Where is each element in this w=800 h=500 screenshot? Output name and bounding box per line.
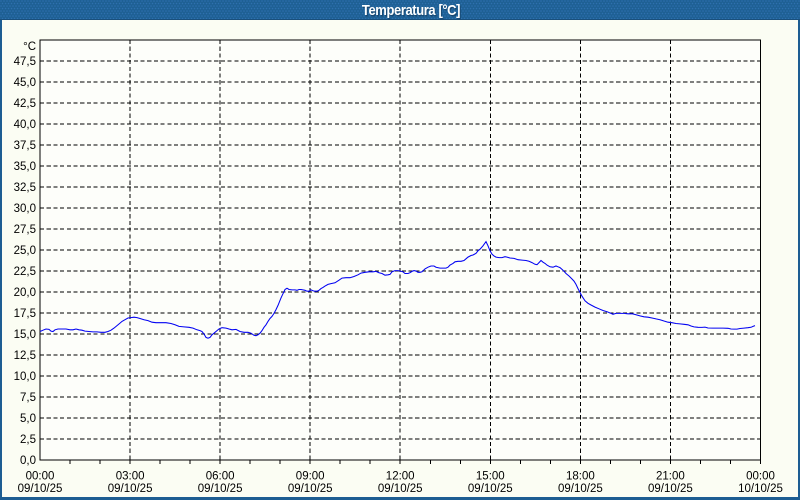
svg-text:°C: °C	[23, 41, 36, 53]
svg-text:17,5: 17,5	[14, 308, 36, 320]
svg-text:09/10/25: 09/10/25	[558, 483, 603, 495]
svg-text:7,5: 7,5	[20, 392, 36, 404]
svg-text:Temperatura [°C]: Temperatura [°C]	[362, 1, 460, 18]
svg-text:37,5: 37,5	[14, 140, 36, 152]
svg-text:10/10/25: 10/10/25	[738, 483, 783, 495]
svg-text:30,0: 30,0	[14, 203, 36, 215]
svg-text:32,5: 32,5	[14, 182, 36, 194]
svg-text:35,0: 35,0	[14, 161, 36, 173]
svg-text:09/10/25: 09/10/25	[288, 483, 333, 495]
svg-text:15,0: 15,0	[14, 329, 36, 341]
svg-text:09/10/25: 09/10/25	[108, 483, 153, 495]
svg-text:42,5: 42,5	[14, 98, 36, 110]
svg-text:45,0: 45,0	[14, 77, 36, 89]
svg-text:12,5: 12,5	[14, 350, 36, 362]
svg-text:15:00: 15:00	[476, 471, 505, 483]
svg-text:25,0: 25,0	[14, 245, 36, 257]
svg-text:21:00: 21:00	[656, 471, 685, 483]
svg-text:20,0: 20,0	[14, 287, 36, 299]
svg-text:10,0: 10,0	[14, 371, 36, 383]
svg-text:2,5: 2,5	[20, 434, 36, 446]
svg-text:Temperatura [°C]: Temperatura [°C]	[363, 3, 461, 20]
svg-text:09/10/25: 09/10/25	[378, 483, 423, 495]
svg-text:00:00: 00:00	[746, 471, 775, 483]
svg-text:27,5: 27,5	[14, 224, 36, 236]
svg-text:22,5: 22,5	[14, 266, 36, 278]
svg-text:09/10/25: 09/10/25	[468, 483, 513, 495]
svg-text:06:00: 06:00	[206, 471, 235, 483]
svg-text:09/10/25: 09/10/25	[648, 483, 693, 495]
svg-text:12:00: 12:00	[386, 471, 415, 483]
svg-text:0,0: 0,0	[20, 455, 36, 467]
svg-text:09/10/25: 09/10/25	[198, 483, 243, 495]
svg-text:5,0: 5,0	[20, 413, 36, 425]
svg-text:09/10/25: 09/10/25	[18, 483, 63, 495]
svg-text:47,5: 47,5	[14, 56, 36, 68]
svg-text:18:00: 18:00	[566, 471, 595, 483]
svg-text:03:00: 03:00	[116, 471, 145, 483]
svg-text:40,0: 40,0	[14, 119, 36, 131]
svg-text:00:00: 00:00	[26, 471, 55, 483]
svg-text:09:00: 09:00	[296, 471, 325, 483]
